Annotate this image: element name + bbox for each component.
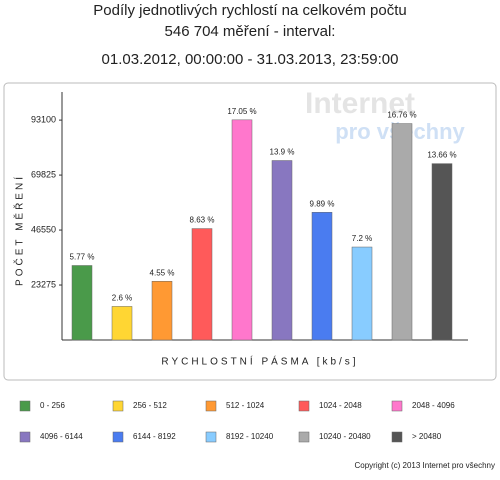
bar	[271, 160, 293, 341]
legend-swatch	[112, 400, 124, 412]
legend-swatch	[391, 400, 403, 412]
legend-label: 6144 - 8192	[133, 432, 176, 441]
bar	[391, 123, 413, 341]
bar	[311, 212, 333, 341]
y-tick-label: 46550	[31, 224, 56, 234]
legend-label: 256 - 512	[133, 401, 167, 410]
legend-label: 512 - 1024	[226, 401, 265, 410]
value-label: 2.6 %	[112, 294, 132, 303]
legend-swatch	[205, 400, 217, 412]
legend-label: 0 - 256	[40, 401, 65, 410]
footer: Copyright (c) 2013 Internet pro všechny	[354, 461, 495, 470]
chart-title: Podíly jednotlivých rychlostí na celkové…	[93, 2, 406, 19]
value-label: 13.66 %	[427, 151, 456, 160]
legend-swatch	[205, 431, 217, 443]
bar	[351, 246, 373, 341]
bar	[71, 265, 93, 341]
y-tick-label: 93100	[31, 114, 56, 124]
legend-swatch	[112, 431, 124, 443]
bar	[151, 280, 173, 341]
value-label: 8.63 %	[190, 216, 215, 225]
chart-frame	[3, 82, 497, 381]
legend-swatch	[298, 431, 310, 443]
x-axis-label: RYCHLOSTNÍ PÁSMA [kb/s]	[161, 355, 358, 368]
watermark: Internet	[305, 87, 415, 120]
value-label: 9.89 %	[310, 199, 335, 208]
value-label: 16.76 %	[387, 111, 416, 120]
legend-swatch	[298, 400, 310, 412]
value-label: 7.2 %	[352, 234, 372, 243]
legend-label: 2048 - 4096	[412, 401, 455, 410]
legend-label: 4096 - 6144	[40, 432, 83, 441]
legend-label: 10240 - 20480	[319, 432, 371, 441]
y-tick-label: 23275	[31, 279, 56, 289]
value-label: 17.05 %	[227, 107, 256, 116]
value-label: 5.77 %	[70, 253, 95, 262]
legend-swatch	[19, 400, 31, 412]
chart-title: 546 704 měření - interval:	[165, 23, 336, 40]
y-tick-label: 69825	[31, 169, 56, 179]
legend-swatch	[391, 431, 403, 443]
bar	[111, 306, 133, 341]
legend-label: 1024 - 2048	[319, 401, 362, 410]
bar	[231, 119, 253, 341]
y-axis-label: POČET MĚŘENÍ	[13, 174, 26, 286]
value-label: 4.55 %	[150, 268, 175, 277]
legend-label: > 20480	[412, 432, 442, 441]
bar	[191, 228, 213, 341]
legend-swatch	[19, 431, 31, 443]
value-label: 13.9 %	[270, 148, 295, 157]
bar	[431, 163, 453, 341]
chart-title: 01.03.2012, 00:00:00 - 31.03.2013, 23:59…	[102, 51, 399, 68]
legend-label: 8192 - 10240	[226, 432, 274, 441]
